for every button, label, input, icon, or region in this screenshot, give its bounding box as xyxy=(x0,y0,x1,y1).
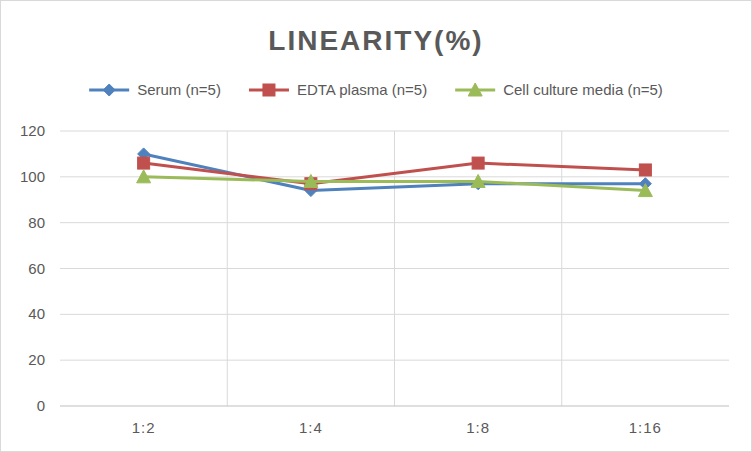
marker xyxy=(639,164,651,176)
y-tick-label: 40 xyxy=(28,305,45,322)
x-tick-label: 1:8 xyxy=(466,419,490,436)
category-divider xyxy=(561,131,562,406)
marker xyxy=(304,174,318,187)
legend-label: EDTA plasma (n=5) xyxy=(297,81,427,98)
legend-marker xyxy=(103,84,115,96)
plot-area xyxy=(137,148,653,197)
legend-marker xyxy=(468,83,482,96)
title: LINEARITY(%) xyxy=(268,25,483,56)
legend-item: Cell culture media (n=5) xyxy=(455,81,663,98)
legend-item: EDTA plasma (n=5) xyxy=(249,81,427,98)
y-tick-label: 80 xyxy=(28,214,45,231)
y-tick-label: 120 xyxy=(20,122,45,139)
legend: Serum (n=5) EDTA plasma (n=5) Cell culture… xyxy=(89,81,663,98)
legend-item: Serum (n=5) xyxy=(89,81,221,98)
y-tick-label: 100 xyxy=(20,168,45,185)
background xyxy=(1,1,752,452)
x-tick-label: 1:16 xyxy=(629,419,662,436)
series-line xyxy=(144,177,646,191)
y-tick-label: 20 xyxy=(28,351,45,368)
legend-label: Serum (n=5) xyxy=(137,81,221,98)
y-tick-label: 60 xyxy=(28,260,45,277)
chart-root: LINEARITY(%) 0 20 40 60 80 100 120 1:2 1:4 1:8 1:16… xyxy=(0,0,752,452)
series-line xyxy=(144,154,646,191)
x-axis xyxy=(60,406,729,407)
legend-marker xyxy=(263,84,275,96)
y-tick-label: 0 xyxy=(37,397,45,414)
legend-label: Cell culture media (n=5) xyxy=(503,81,663,98)
marker xyxy=(471,174,485,187)
marker xyxy=(472,157,484,169)
marker xyxy=(638,184,652,197)
marker xyxy=(138,157,150,169)
chart: LINEARITY(%) 0 20 40 60 80 100 120 1:2 1:4 1:8 1:16… xyxy=(0,0,752,452)
x-tick-label: 1:2 xyxy=(132,419,156,436)
marker xyxy=(137,170,151,183)
x-tick-label: 1:4 xyxy=(299,419,323,436)
